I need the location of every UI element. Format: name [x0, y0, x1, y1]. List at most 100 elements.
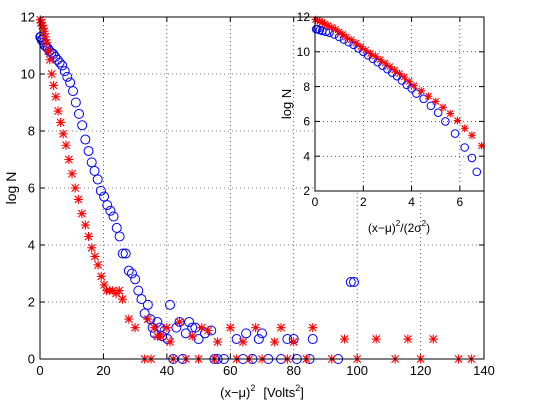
main-point-asterisk	[90, 251, 100, 261]
inset-x-tick-label: 2	[360, 195, 367, 209]
main-point-asterisk	[117, 294, 127, 304]
main-point-circle	[54, 57, 65, 68]
main-point-circle	[62, 71, 73, 82]
inset-y-tick-label: 12	[297, 10, 311, 24]
inset-point-circle	[325, 28, 334, 37]
inset-x-tick-label: 4	[408, 195, 415, 209]
inset-plot-area	[315, 17, 484, 191]
main-point-circle	[193, 334, 204, 345]
inset-point-circle	[472, 167, 482, 177]
inset-point-asterisk	[371, 52, 380, 60]
main-point-circle	[59, 66, 70, 77]
main-point-asterisk	[93, 260, 103, 270]
main-point-asterisk	[251, 323, 261, 333]
main-point-asterisk	[403, 334, 413, 344]
inset-point-asterisk	[424, 92, 433, 100]
main-point-circle	[67, 86, 78, 97]
inset-point-asterisk	[477, 141, 486, 150]
main-y-axis-label: log N	[3, 172, 19, 205]
main-point-asterisk	[47, 69, 57, 79]
main-point-asterisk	[80, 220, 90, 230]
main-point-circle	[74, 108, 85, 119]
inset-x-axis-label: (x−μ)2/(2σ2)	[368, 219, 430, 235]
main-point-asterisk	[37, 21, 47, 31]
main-point-asterisk	[114, 286, 124, 296]
main-point-asterisk	[124, 314, 134, 324]
main-point-asterisk	[203, 326, 213, 335]
main-x-tick-label: 20	[96, 363, 110, 378]
main-point-asterisk	[175, 317, 185, 327]
inset-point-asterisk	[376, 55, 384, 64]
inset-point-circle	[419, 94, 428, 104]
main-point-circle	[120, 248, 131, 259]
main-point-circle	[348, 277, 359, 288]
main-x-tick-label: 120	[410, 363, 432, 378]
main-y-tick-label: 0	[28, 352, 35, 367]
main-point-asterisk	[308, 323, 318, 333]
inset-point-asterisk	[342, 33, 351, 41]
main-x-tick-label: 40	[160, 363, 174, 378]
main-point-asterisk	[213, 337, 223, 347]
main-point-circle	[83, 145, 94, 156]
inset-point-asterisk	[400, 73, 409, 81]
main-point-circle	[123, 265, 134, 276]
main-point-circle	[108, 211, 119, 222]
main-point-asterisk	[225, 323, 235, 333]
main-point-asterisk	[73, 194, 83, 204]
main-xlabel-unit-sup: 2	[295, 383, 300, 393]
main-point-circle	[199, 328, 210, 339]
main-y-tick-label: 8	[28, 124, 35, 139]
inset-series-asterisks	[311, 15, 486, 150]
main-point-circle	[133, 285, 144, 296]
main-x-tick-label: 140	[473, 363, 495, 378]
main-point-asterisk	[270, 337, 280, 347]
inset-point-asterisk	[460, 124, 469, 133]
main-point-asterisk	[276, 323, 286, 333]
inset-point-asterisk	[417, 87, 426, 95]
inset-xlabel-div-sup: 2	[422, 219, 427, 228]
main-xlabel-main: (x−μ)	[220, 385, 250, 400]
inset-plot-frame	[314, 16, 485, 192]
inset-point-asterisk	[386, 62, 394, 71]
main-xlabel-sup: 2	[250, 383, 255, 393]
main-point-asterisk	[43, 46, 53, 56]
main-point-asterisk	[64, 155, 74, 164]
main-y-tick-label: 6	[28, 181, 35, 196]
main-point-asterisk	[130, 323, 140, 333]
main-xlabel-unit: [Volts	[263, 385, 295, 400]
main-point-circle	[99, 191, 110, 202]
inset-point-asterisk	[446, 109, 454, 118]
main-point-circle	[105, 205, 116, 216]
main-point-asterisk	[165, 337, 175, 347]
main-point-circle	[70, 97, 81, 108]
main-x-tick-label: 0	[36, 363, 43, 378]
inset-point-circle	[433, 108, 443, 117]
main-point-circle	[282, 334, 293, 345]
main-point-circle	[77, 120, 88, 131]
main-point-asterisk	[37, 18, 47, 28]
main-point-circle	[136, 294, 147, 305]
inset-point-asterisk	[366, 49, 375, 58]
main-point-circle	[139, 308, 150, 319]
main-point-asterisk	[49, 80, 59, 90]
main-x-axis-label: (x−μ)2 [Volts2]	[220, 383, 304, 400]
inset-point-circle	[467, 153, 477, 163]
main-point-circle	[130, 274, 141, 285]
main-point-circle	[80, 134, 91, 145]
inset-point-asterisk	[331, 25, 340, 33]
main-point-asterisk	[99, 280, 109, 290]
main-point-asterisk	[162, 323, 172, 333]
inset-y-tick-label: 6	[303, 115, 310, 129]
inset-point-asterisk	[335, 27, 343, 36]
inset-y-tick-label: 4	[303, 149, 310, 163]
inset-point-circle	[426, 101, 436, 111]
main-point-circle	[114, 231, 125, 242]
inset-point-asterisk	[439, 103, 447, 112]
main-point-asterisk	[289, 337, 299, 347]
inset-point-asterisk	[468, 131, 476, 140]
main-point-circle	[152, 316, 163, 327]
